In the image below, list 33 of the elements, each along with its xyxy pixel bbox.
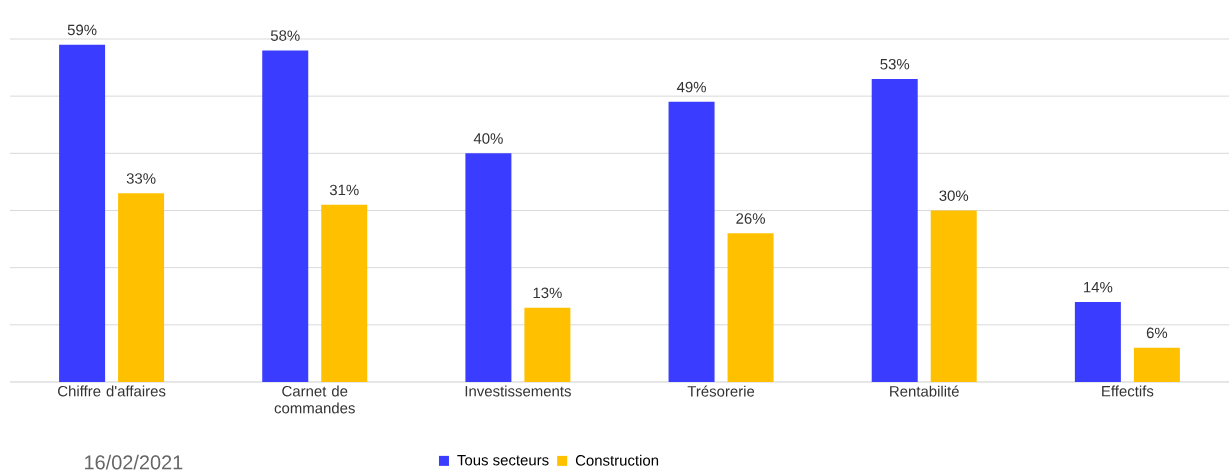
bar: [930, 210, 977, 382]
bar: [118, 193, 165, 382]
data-label: 49%: [676, 81, 706, 93]
bar: [727, 233, 774, 382]
data-label: 59%: [67, 24, 97, 36]
data-label: 14%: [1084, 281, 1113, 293]
legend-label: Tous secteurs: [457, 454, 549, 466]
bar: [59, 44, 106, 382]
bar: [321, 204, 368, 382]
bar: [871, 79, 918, 382]
x-tick-label: Investissements: [465, 385, 571, 397]
x-tick-label: Trésorerie: [687, 385, 755, 397]
bar: [1133, 347, 1180, 382]
data-label: 26%: [736, 213, 765, 224]
bar: [465, 153, 512, 382]
bar: [262, 50, 309, 382]
data-label: 6%: [1146, 327, 1168, 339]
legend-label: Construction: [575, 454, 659, 466]
bar: [524, 307, 571, 382]
data-label: 33%: [126, 173, 156, 184]
x-tick-label: Rentabilité: [890, 385, 959, 397]
bar: [1074, 301, 1121, 382]
data-label: 30%: [939, 190, 969, 201]
bar: [668, 101, 715, 382]
x-tick-label: Carnet de commandes: [274, 385, 355, 414]
data-label: 53%: [880, 58, 910, 70]
data-label: 58%: [270, 30, 300, 41]
x-tick-label: Effectifs: [1102, 385, 1154, 397]
text: 16/02/2021: [85, 454, 183, 470]
x-tick-label: Chiffre d'affaires: [58, 385, 166, 397]
data-label: 40%: [473, 133, 503, 144]
data-label: 31%: [329, 184, 359, 196]
data-label: 13%: [533, 287, 562, 299]
